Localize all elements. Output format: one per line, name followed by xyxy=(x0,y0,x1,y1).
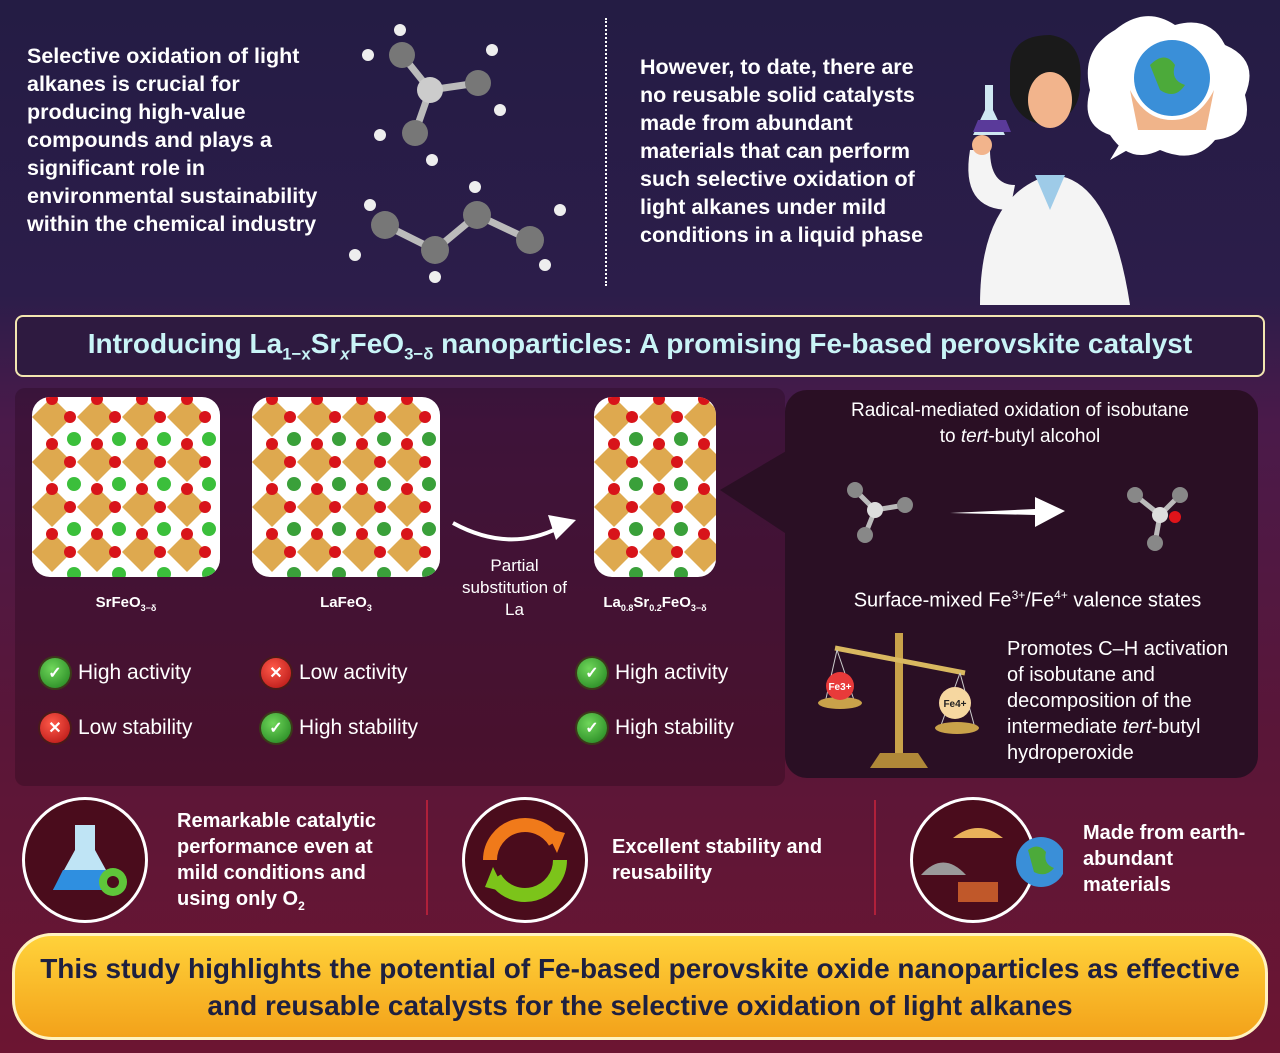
benefit-divider xyxy=(426,800,428,915)
activity-item: ✓ High activity xyxy=(577,658,728,688)
alkane-molecules-illustration xyxy=(349,24,566,283)
callout-pointer xyxy=(720,450,788,535)
fe4-label: Fe4+ xyxy=(943,699,966,710)
lafeo3-label: LaFeO3 xyxy=(320,594,372,613)
earth-materials-icon xyxy=(910,797,1066,923)
lsf-label: La0.8Sr0.2FeO3−δ xyxy=(603,594,707,613)
activity-item: ✓ High activity xyxy=(40,658,191,688)
lafeo3-structure-image xyxy=(252,397,440,577)
benefit-materials: Made from earth-abundant materials xyxy=(1083,822,1246,896)
check-icon: ✓ xyxy=(577,713,607,743)
curved-arrow-icon xyxy=(452,515,576,542)
balance-scale-icon: Fe3+ Fe4+ xyxy=(818,633,979,768)
check-icon: ✓ xyxy=(261,713,291,743)
section-divider xyxy=(605,18,607,286)
srfeo3-label: SrFeO3−δ xyxy=(95,594,157,613)
fe3-label: Fe3+ xyxy=(828,682,851,693)
banner-title: Introducing La1−xSrxFeO3−δ nanoparticles… xyxy=(87,327,1193,364)
lsf-structure-image xyxy=(594,397,716,577)
isobutane-to-tba-reaction xyxy=(847,482,1188,551)
substitution-label: Partial substitution of La xyxy=(462,556,567,619)
valence-states-label: Surface-mixed Fe3+/Fe4+ valence states xyxy=(853,588,1202,612)
mechanism-title: Radical-mediated oxidation of isobutane … xyxy=(851,400,1189,447)
flask-gear-icon xyxy=(22,797,148,923)
stability-item: ✕ Low stability xyxy=(40,713,192,743)
check-icon: ✓ xyxy=(577,658,607,688)
srfeo3-structure-image xyxy=(32,397,220,577)
conclusion-banner: This study highlights the potential of F… xyxy=(12,933,1268,1040)
cross-icon: ✕ xyxy=(40,713,70,743)
intro-right-text: However, to date, there are no reusable … xyxy=(640,55,924,247)
promotes-text: Promotes C–H activation of isobutane and… xyxy=(1007,638,1229,764)
recycle-arrows-icon xyxy=(462,797,588,923)
activity-item: ✕ Low activity xyxy=(261,658,408,688)
benefit-stability: Excellent stability and reusability xyxy=(612,836,823,884)
cross-icon: ✕ xyxy=(261,658,291,688)
stability-item: ✓ High stability xyxy=(577,713,734,743)
scientist-with-globe-illustration xyxy=(968,16,1250,305)
stability-item: ✓ High stability xyxy=(261,713,418,743)
check-icon: ✓ xyxy=(40,658,70,688)
reaction-arrow-icon xyxy=(950,497,1065,527)
benefit-divider xyxy=(874,800,876,915)
mechanism-panel xyxy=(785,390,1258,778)
conclusion-text: This study highlights the potential of F… xyxy=(40,952,1240,1021)
benefit-performance: Remarkable catalytic performance even at… xyxy=(177,810,377,913)
intro-banner: Introducing La1−xSrxFeO3−δ nanoparticles… xyxy=(15,315,1265,377)
intro-left-text: Selective oxidation of light alkanes is … xyxy=(27,44,318,236)
